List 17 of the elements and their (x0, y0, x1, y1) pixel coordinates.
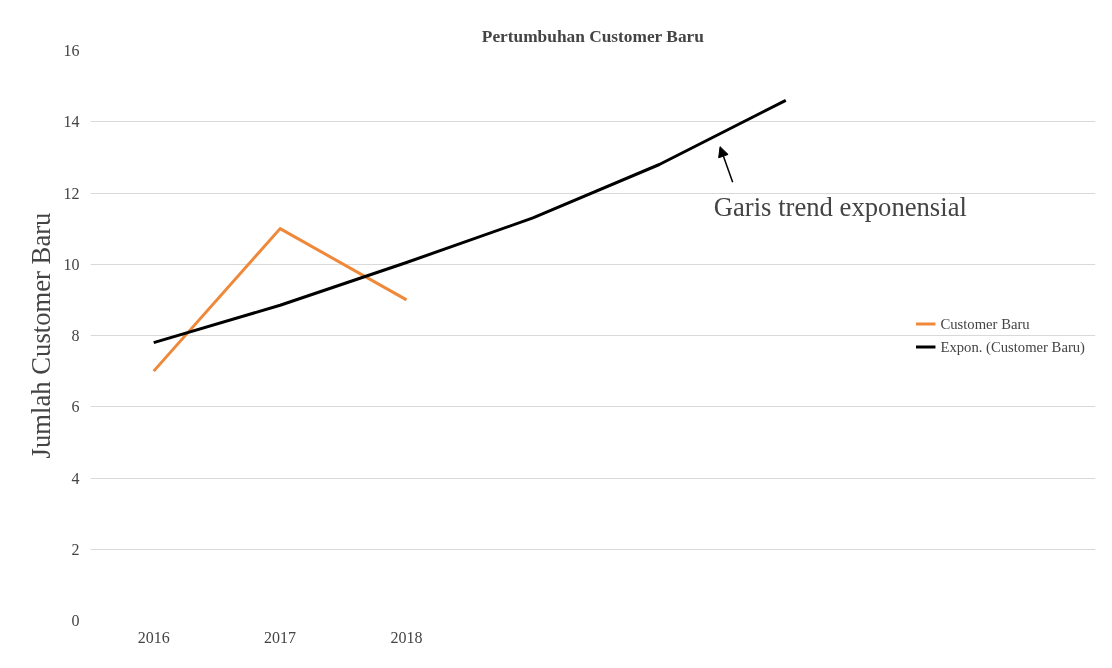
y-tick-label: 16 (63, 42, 80, 59)
y-tick-label: 10 (63, 255, 80, 273)
legend-label: Customer Baru (940, 315, 1030, 332)
y-tick-label: 4 (71, 469, 80, 487)
x-tick-label: 2017 (264, 628, 297, 646)
chart-title: Pertumbuhan Customer Baru (481, 26, 705, 46)
y-tick-label: 14 (63, 113, 80, 131)
y-tick-label: 12 (63, 184, 80, 202)
x-tick-label: 2016 (137, 628, 170, 646)
y-tick-label: 2 (71, 540, 80, 558)
y-axis-title: Jumlah Customer Baru (25, 212, 56, 459)
x-tick-label: 2018 (390, 628, 423, 646)
legend-label: Expon. (Customer Baru) (940, 338, 1085, 355)
annotation: Garis trend exponensial (713, 192, 967, 223)
y-tick-label: 0 (71, 612, 80, 629)
y-tick-label: 8 (71, 327, 80, 344)
y-tick-label: 6 (71, 398, 80, 416)
